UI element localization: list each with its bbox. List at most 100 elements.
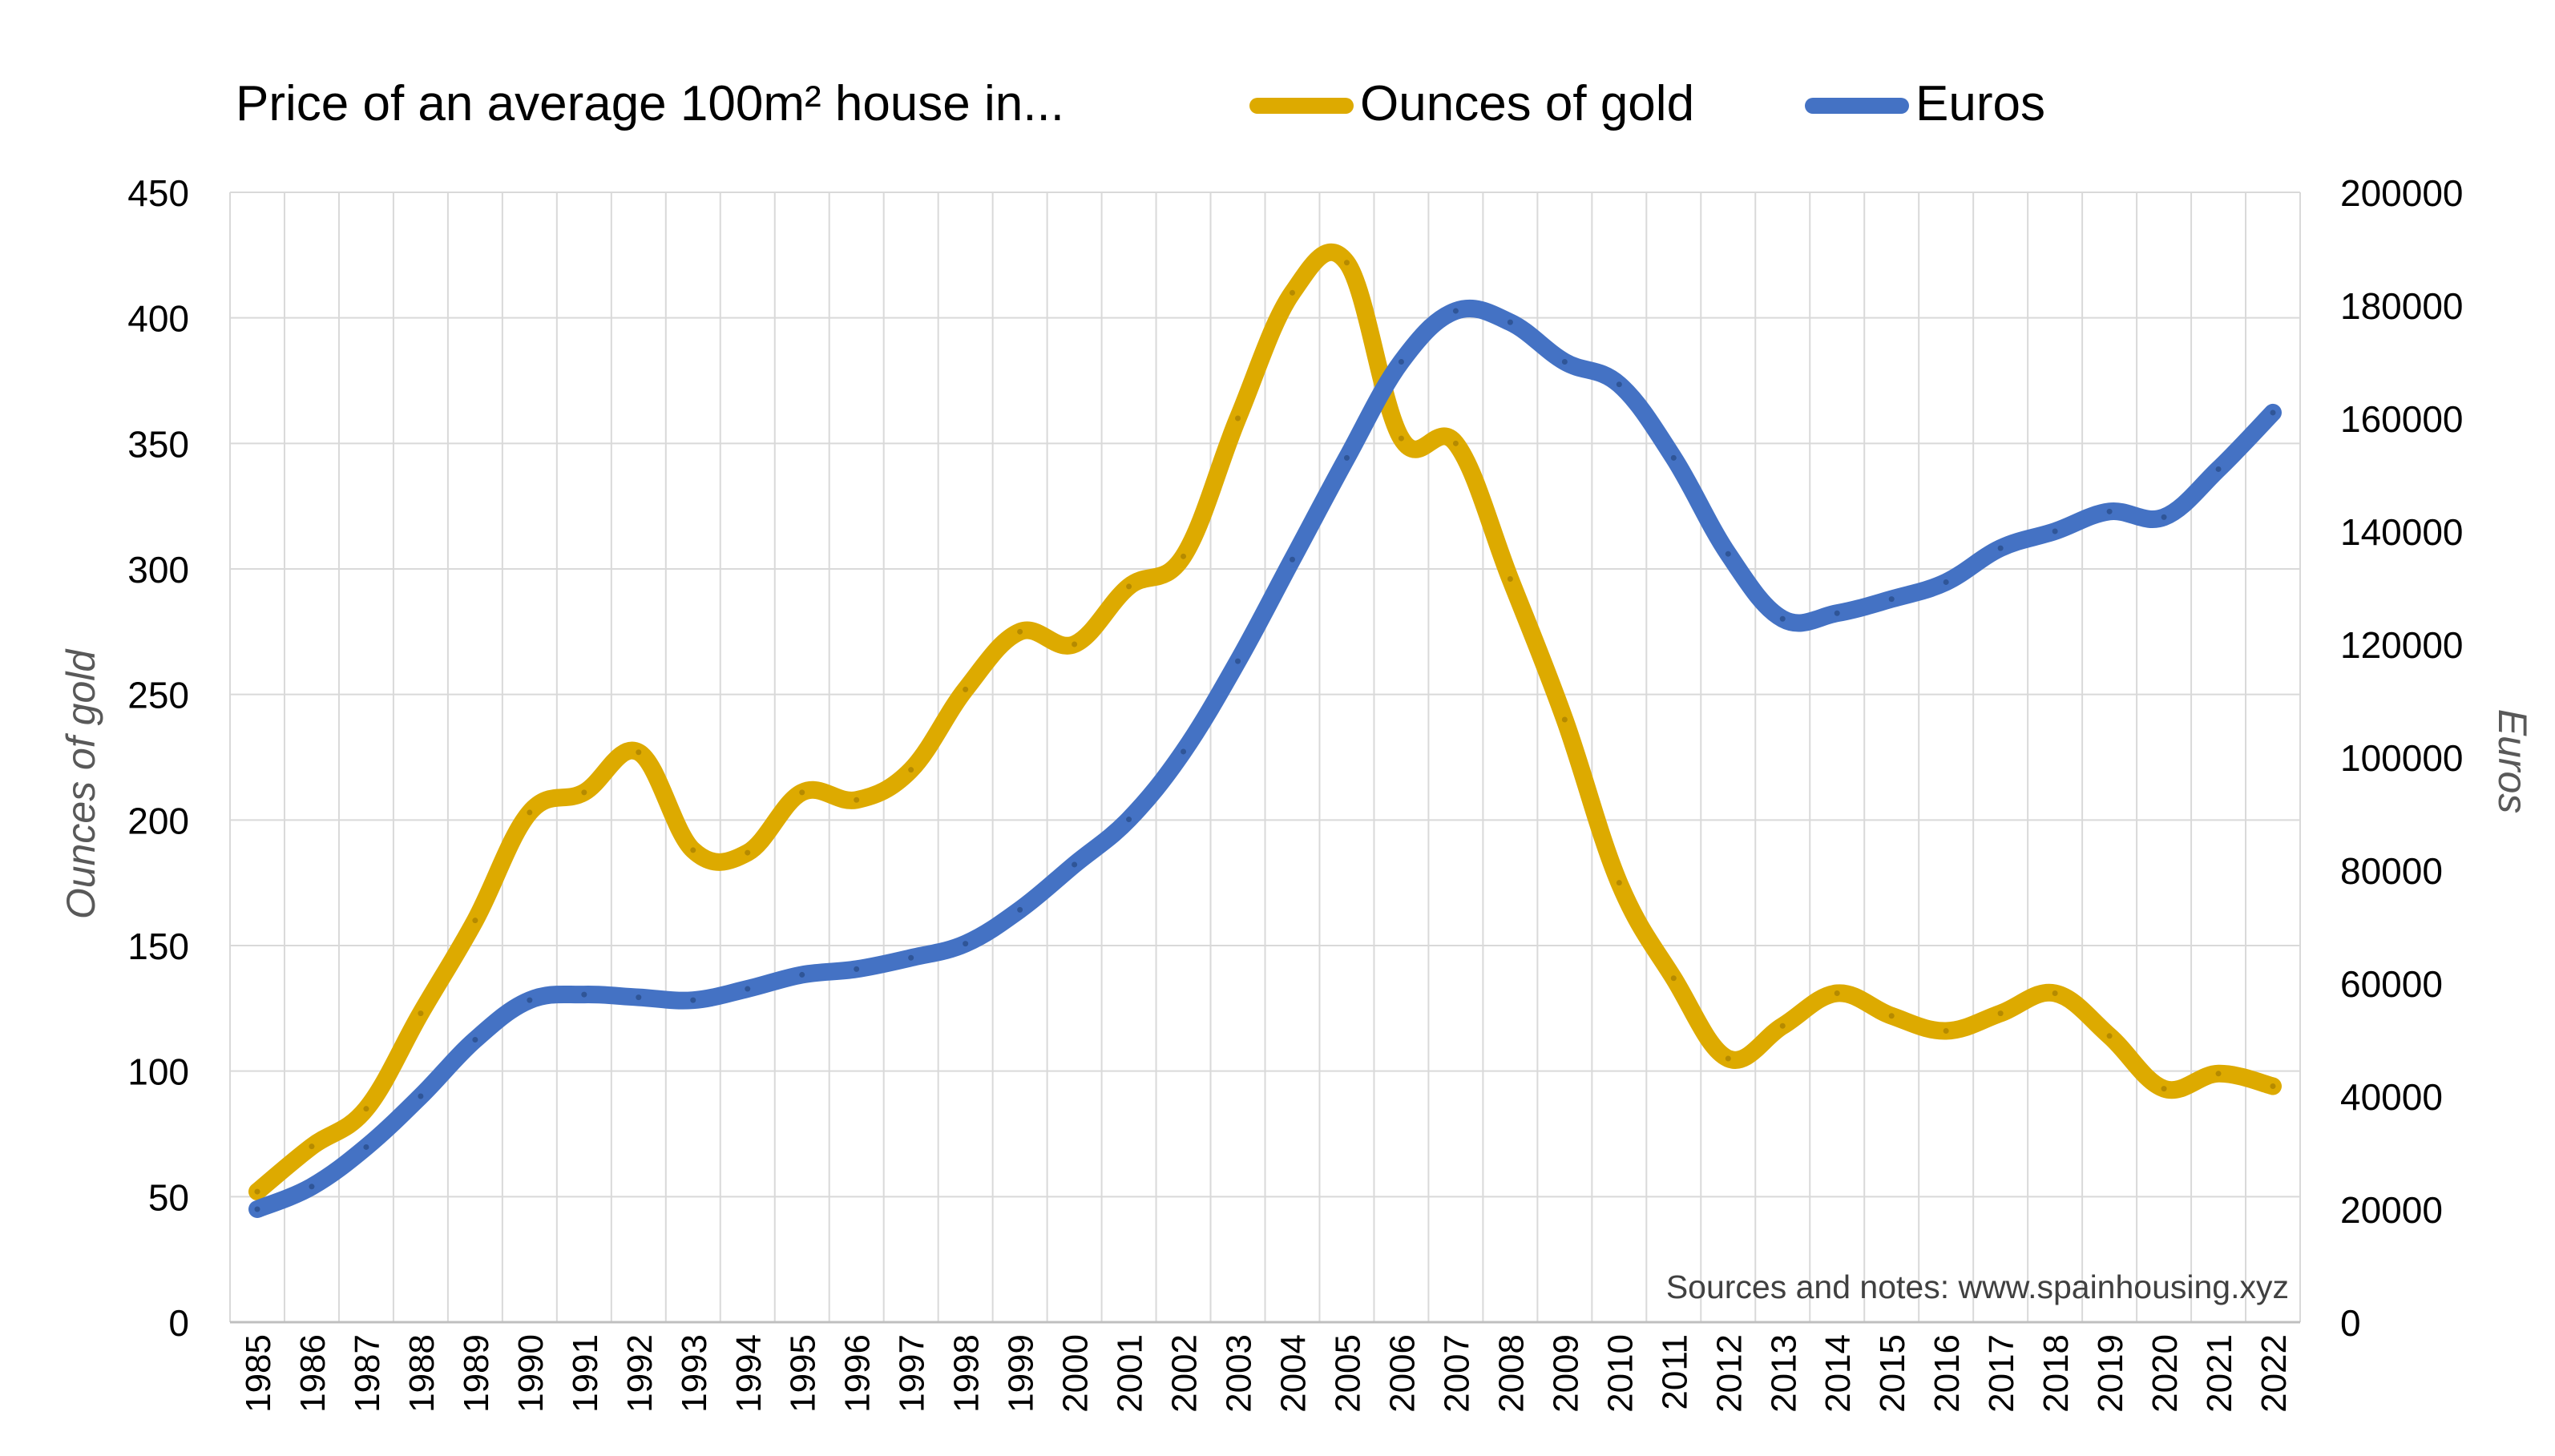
x-tick-label: 2002	[1165, 1334, 1205, 1413]
left-tick-label: 200	[127, 800, 189, 841]
right-tick-label: 0	[2340, 1302, 2361, 1344]
euros-data-point	[908, 954, 914, 961]
euros-data-point	[2106, 508, 2113, 514]
x-tick-label: 1994	[729, 1334, 769, 1413]
gold-data-point	[1561, 716, 1568, 723]
euros-data-point	[1834, 610, 1840, 616]
euros-data-point	[1235, 658, 1241, 664]
x-tick-label: 2005	[1328, 1334, 1367, 1413]
x-tick-label: 2011	[1655, 1334, 1694, 1410]
x-tick-label: 2015	[1873, 1334, 1912, 1413]
series-layer	[248, 243, 2282, 1218]
gold-data-point	[1997, 1010, 2004, 1017]
euros-data-point	[1779, 615, 1786, 622]
gold-data-point	[854, 797, 860, 803]
x-tick-label: 2003	[1220, 1334, 1259, 1413]
euros-data-point	[1343, 454, 1350, 461]
right-axis-label: Euros	[2490, 709, 2535, 814]
legend-label-gold: Ounces of gold	[1360, 76, 1694, 131]
gold-data-point	[2161, 1086, 2167, 1092]
gold-data-point	[1670, 975, 1677, 982]
x-tick-label: 1989	[457, 1334, 496, 1413]
x-tick-label: 2006	[1382, 1334, 1422, 1413]
x-tick-label: 1999	[1002, 1334, 1041, 1413]
gold-data-point	[1289, 289, 1295, 296]
gold-data-point	[963, 686, 969, 692]
gold-data-point	[2270, 1083, 2276, 1089]
gold-data-point	[1017, 628, 1023, 635]
x-tick-label: 1993	[675, 1334, 714, 1413]
x-tick-label: 2022	[2254, 1334, 2294, 1413]
euros-data-point	[1452, 308, 1459, 314]
euros-data-point	[2161, 514, 2167, 520]
gold-data-point	[1779, 1022, 1786, 1029]
x-tick-label: 1998	[947, 1334, 987, 1413]
euros-data-point	[1997, 545, 2004, 551]
x-tick-label: 2004	[1273, 1334, 1313, 1413]
x-tick-label: 2007	[1437, 1334, 1476, 1413]
x-tick-label: 1992	[620, 1334, 660, 1413]
euros-data-point	[1943, 579, 1949, 585]
x-tick-label: 2008	[1491, 1334, 1531, 1413]
gold-data-point	[799, 789, 805, 796]
left-tick-label: 450	[127, 172, 189, 214]
chart-title: Price of an average 100m² house in...	[236, 76, 1064, 131]
gold-data-point	[1507, 576, 1513, 583]
gold-data-point	[2215, 1071, 2222, 1077]
x-tick-label: 2020	[2145, 1334, 2185, 1413]
x-tick-label: 2009	[1546, 1334, 1585, 1413]
right-tick-label: 120000	[2340, 624, 2464, 666]
euros-data-point	[854, 966, 860, 972]
gold-data-point	[745, 849, 751, 856]
right-tick-label: 60000	[2340, 963, 2443, 1005]
x-tick-label: 2012	[1709, 1334, 1749, 1413]
gold-data-point	[636, 749, 642, 756]
left-tick-label: 50	[148, 1176, 189, 1218]
gold-data-point	[1943, 1028, 1949, 1035]
gold-data-point	[2052, 990, 2058, 997]
right-tick-label: 200000	[2340, 172, 2464, 214]
euros-data-point	[2270, 409, 2276, 416]
euros-data-point	[1126, 817, 1132, 823]
gold-series-line	[248, 243, 2282, 1201]
euros-data-point	[1888, 596, 1895, 603]
right-tick-label: 140000	[2340, 511, 2464, 553]
euros-data-point	[636, 994, 642, 1001]
x-tick-label: 2021	[2200, 1334, 2239, 1413]
right-tick-label: 180000	[2340, 285, 2464, 327]
gold-data-point	[2106, 1033, 2113, 1039]
left-tick-label: 250	[127, 675, 189, 716]
left-tick-label: 150	[127, 926, 189, 967]
right-tick-label: 40000	[2340, 1076, 2443, 1118]
right-tick-label: 20000	[2340, 1189, 2443, 1231]
euros-data-point	[2052, 528, 2058, 534]
gold-data-point	[472, 918, 478, 924]
x-tick-label: 2000	[1056, 1334, 1096, 1413]
gold-data-point	[1888, 1013, 1895, 1019]
euros-data-point	[1725, 551, 1731, 557]
euros-data-point	[1181, 748, 1187, 755]
x-tick-label: 2018	[2036, 1334, 2076, 1413]
euros-data-point	[2215, 466, 2222, 472]
euros-data-point	[690, 997, 696, 1003]
x-tick-label: 1990	[511, 1334, 551, 1413]
gold-data-point	[309, 1143, 315, 1150]
euros-data-point	[1398, 359, 1404, 365]
gold-data-point	[1398, 435, 1404, 442]
axes: 0 50 100 150 200 250 300 350 400 450 0 20000 40000 60…	[127, 172, 2463, 1413]
x-tick-label: 2017	[1982, 1334, 2021, 1413]
euros-data-point	[1072, 861, 1078, 868]
x-tick-label: 1997	[893, 1334, 932, 1413]
x-tick-label: 1988	[402, 1334, 442, 1413]
euros-data-point	[1616, 381, 1622, 388]
gold-data-point	[1126, 583, 1132, 590]
x-tick-label: 2001	[1111, 1334, 1150, 1413]
x-tick-label: 2013	[1764, 1334, 1803, 1413]
gold-data-point	[527, 809, 533, 816]
euros-data-point	[527, 997, 533, 1003]
left-tick-label: 100	[127, 1051, 189, 1093]
euros-data-point	[1017, 906, 1023, 913]
right-tick-label: 80000	[2340, 850, 2443, 892]
x-tick-label: 1991	[566, 1334, 605, 1413]
